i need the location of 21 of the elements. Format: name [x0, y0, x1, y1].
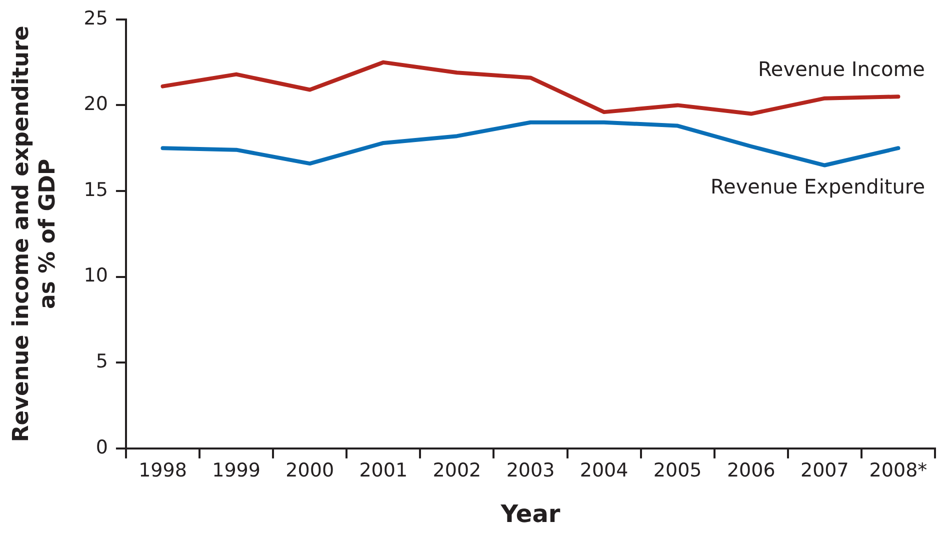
x-tick-label: 2008* [869, 460, 928, 482]
series-label: Revenue Expenditure [710, 174, 925, 198]
x-tick-label: 2004 [580, 460, 628, 482]
y-tick-label: 25 [84, 7, 108, 30]
x-tick-label: 1998 [138, 460, 187, 482]
x-axis-title: Year [500, 500, 560, 528]
y-tick-label: 10 [84, 264, 108, 287]
x-tick-label: 2000 [286, 460, 334, 482]
y-tick-label: 20 [84, 93, 108, 116]
x-tick-label: 2001 [359, 460, 408, 482]
x-tick-label: 2002 [432, 460, 482, 482]
y-tick-label: 5 [96, 350, 108, 373]
y-tick-label: 15 [84, 178, 108, 201]
y-axis-title: Revenue income and expenditure as % of GDP [8, 26, 60, 442]
x-tick-label: 1999 [212, 460, 260, 482]
x-tick-label: 2006 [726, 460, 776, 482]
x-tick-label: 2005 [653, 460, 702, 482]
x-tick-label: 2007 [800, 460, 849, 482]
y-tick-label: 0 [96, 436, 108, 458]
series-label: Revenue Income [758, 56, 925, 81]
x-tick-label: 2003 [506, 460, 555, 482]
